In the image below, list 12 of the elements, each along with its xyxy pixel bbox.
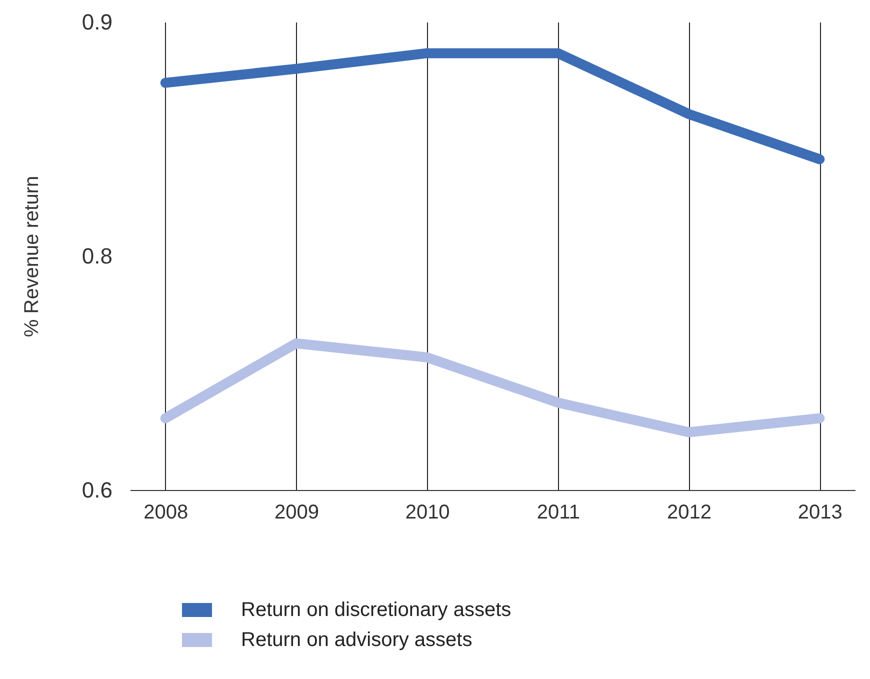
y-tick-label: 0.8 <box>82 244 112 268</box>
legend-label: Return on advisory assets <box>241 629 472 651</box>
y-tick-label: 0.6 <box>82 478 112 502</box>
x-tick-label: 2010 <box>405 502 450 524</box>
y-axis-title: % Revenue return <box>20 176 43 338</box>
x-tick-label: 2013 <box>798 502 842 524</box>
x-tick-label: 2009 <box>274 502 319 524</box>
legend-label: Return on discretionary assets <box>241 599 512 621</box>
x-tick-label: 2011 <box>536 502 580 524</box>
x-tick-label: 2008 <box>144 502 188 524</box>
y-tick-label: 0.9 <box>82 10 112 34</box>
x-tick-label: 2012 <box>667 502 712 524</box>
